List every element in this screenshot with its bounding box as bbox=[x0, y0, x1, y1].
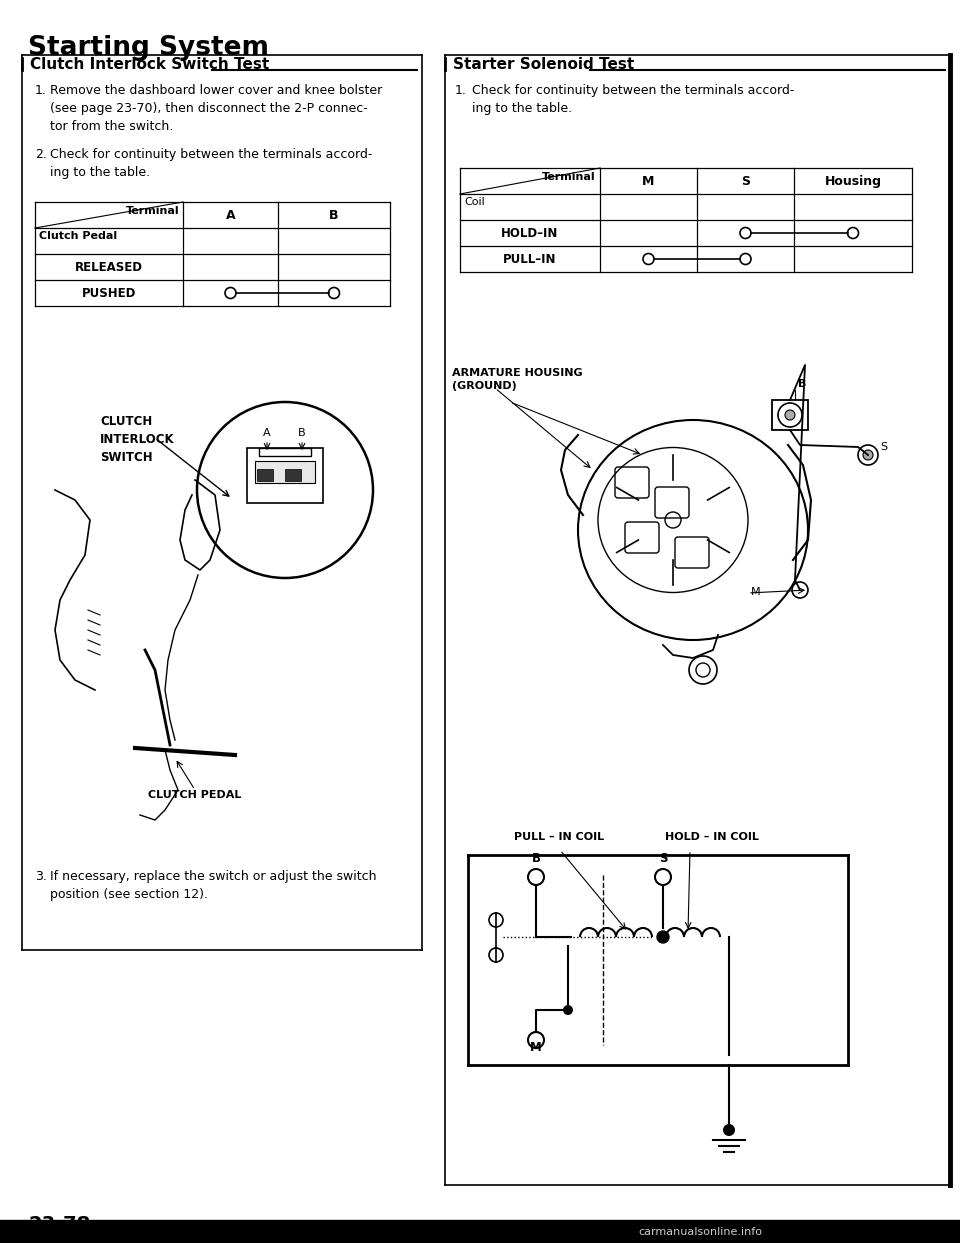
Text: HOLD–IN: HOLD–IN bbox=[501, 226, 559, 240]
Text: Check for continuity between the terminals accord-
ing to the table.: Check for continuity between the termina… bbox=[472, 85, 794, 116]
Text: ARMATURE HOUSING
(GROUND): ARMATURE HOUSING (GROUND) bbox=[452, 368, 583, 392]
Text: M: M bbox=[642, 174, 655, 188]
Text: PULL–IN: PULL–IN bbox=[503, 252, 557, 266]
Text: Terminal: Terminal bbox=[542, 172, 596, 181]
Text: Check for continuity between the terminals accord-
ing to the table.: Check for continuity between the termina… bbox=[50, 148, 372, 179]
Circle shape bbox=[785, 410, 795, 420]
Text: 23-78: 23-78 bbox=[28, 1214, 90, 1234]
Text: CLUTCH PEDAL: CLUTCH PEDAL bbox=[148, 791, 242, 800]
Text: M: M bbox=[751, 587, 760, 597]
Text: CLUTCH
INTERLOCK
SWITCH: CLUTCH INTERLOCK SWITCH bbox=[100, 415, 175, 464]
Text: Clutch Interlock Switch Test: Clutch Interlock Switch Test bbox=[30, 57, 269, 72]
Text: 1.: 1. bbox=[35, 85, 47, 97]
Text: B: B bbox=[798, 379, 806, 389]
Bar bbox=[259, 447, 311, 456]
Circle shape bbox=[657, 931, 669, 943]
Text: Starting System: Starting System bbox=[28, 35, 269, 61]
Text: B: B bbox=[299, 428, 306, 438]
Circle shape bbox=[563, 1006, 573, 1016]
Text: S: S bbox=[659, 851, 667, 865]
Text: PUSHED: PUSHED bbox=[82, 286, 136, 300]
Text: Remove the dashboard lower cover and knee bolster
(see page 23-70), then disconn: Remove the dashboard lower cover and kne… bbox=[50, 85, 382, 133]
Circle shape bbox=[723, 1124, 735, 1136]
Text: Coil: Coil bbox=[464, 196, 485, 208]
Text: HOLD – IN COIL: HOLD – IN COIL bbox=[665, 832, 758, 842]
Bar bbox=[255, 461, 315, 484]
Text: RELEASED: RELEASED bbox=[75, 261, 143, 273]
Text: 2.: 2. bbox=[35, 148, 47, 162]
Text: PULL – IN COIL: PULL – IN COIL bbox=[514, 832, 604, 842]
Text: S: S bbox=[880, 443, 887, 452]
Circle shape bbox=[863, 450, 873, 460]
Text: carmanuaIsonline.info: carmanuaIsonline.info bbox=[638, 1227, 762, 1237]
Text: 3.: 3. bbox=[35, 870, 47, 883]
Bar bbox=[285, 469, 301, 481]
Text: If necessary, replace the switch or adjust the switch
position (see section 12).: If necessary, replace the switch or adju… bbox=[50, 870, 376, 901]
Bar bbox=[247, 447, 323, 503]
Text: A: A bbox=[263, 428, 271, 438]
Text: Housing: Housing bbox=[825, 174, 881, 188]
Text: Starter Solenoid Test: Starter Solenoid Test bbox=[453, 57, 635, 72]
Text: M: M bbox=[530, 1040, 541, 1054]
Text: S: S bbox=[741, 174, 750, 188]
Text: A: A bbox=[226, 209, 235, 221]
Text: Clutch Pedal: Clutch Pedal bbox=[39, 231, 117, 241]
Text: Terminal: Terminal bbox=[126, 206, 179, 216]
Bar bbox=[257, 469, 273, 481]
Text: 1.: 1. bbox=[455, 85, 467, 97]
Text: B: B bbox=[532, 851, 540, 865]
Text: B: B bbox=[329, 209, 339, 221]
Bar bbox=[772, 400, 808, 430]
Circle shape bbox=[197, 401, 373, 578]
